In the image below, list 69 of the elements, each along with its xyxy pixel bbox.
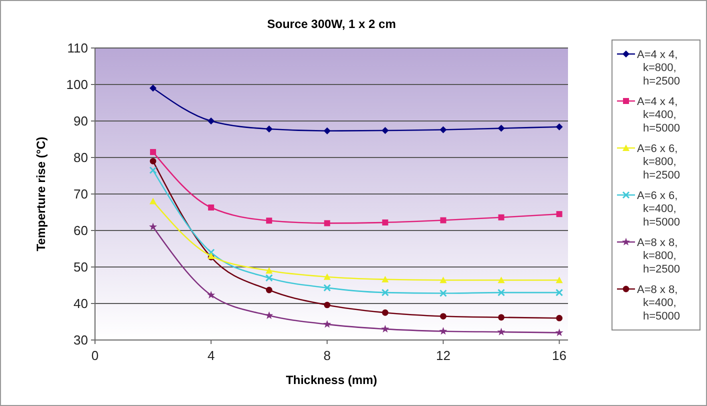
point — [381, 324, 390, 332]
point — [498, 276, 505, 284]
point — [382, 219, 388, 226]
point — [323, 320, 332, 328]
point — [324, 220, 330, 226]
x-axis-title: Thickness (mm) — [286, 373, 378, 387]
x-tick-label: 0 — [91, 348, 99, 363]
point — [381, 288, 389, 296]
point — [440, 276, 447, 284]
point — [498, 314, 504, 321]
point — [324, 127, 331, 134]
point — [266, 286, 272, 294]
x-tick-label: 4 — [207, 348, 215, 363]
point — [440, 126, 447, 134]
x-tick-label: 8 — [324, 348, 331, 363]
point — [556, 314, 562, 322]
point — [150, 149, 156, 156]
legend-label: A=6 x 6, k=400, h=5000 — [637, 190, 680, 228]
y-tick-label: 90 — [74, 114, 88, 129]
point — [149, 166, 157, 174]
point — [382, 309, 388, 316]
point — [440, 217, 446, 224]
x-tick-label: 12 — [436, 348, 450, 363]
y-axis-title: Temperture rise (°C) — [34, 136, 48, 252]
point — [556, 211, 562, 218]
point — [498, 214, 504, 220]
point — [208, 118, 215, 124]
y-tick-label: 70 — [74, 186, 88, 202]
y-tick-label: 100 — [66, 77, 88, 92]
point — [266, 126, 273, 133]
legend-label: A=8 x 8, k=800, h=2500 — [637, 236, 680, 276]
x-tick-label: 16 — [552, 348, 567, 363]
point — [208, 204, 214, 211]
point — [439, 327, 448, 335]
y-tick-label: 110 — [67, 40, 88, 56]
point — [498, 288, 506, 296]
point — [556, 288, 564, 296]
point — [498, 124, 505, 132]
point — [324, 302, 330, 308]
legend-label: A=4 x 4, k=800, h=2500 — [637, 48, 680, 88]
y-tick-label: 30 — [74, 332, 88, 348]
point — [556, 276, 563, 284]
point — [439, 290, 447, 298]
point — [497, 328, 506, 336]
point — [265, 311, 274, 319]
y-tick-label: 40 — [74, 296, 88, 312]
point — [323, 284, 331, 292]
y-tick-label: 60 — [74, 223, 88, 238]
point — [324, 273, 331, 280]
point — [555, 328, 564, 336]
point — [207, 248, 215, 256]
point — [149, 222, 158, 230]
legend-label: A=8 x 8, k=400, h=5000 — [637, 284, 680, 322]
chart-title: Source 300W, 1 x 2 cm — [267, 17, 396, 31]
point — [150, 198, 157, 204]
point — [382, 276, 389, 282]
y-tick-label: 80 — [74, 150, 88, 166]
legend-label: A=6 x 6, k=800, h=2500 — [637, 142, 680, 182]
point — [556, 123, 563, 130]
point — [382, 126, 389, 134]
point — [265, 274, 273, 282]
point — [150, 84, 157, 92]
point — [266, 267, 273, 274]
point — [207, 290, 216, 299]
legend-label: A=4 x 4, k=400, h=5000 — [637, 96, 680, 134]
point — [266, 218, 272, 224]
y-tick-label: 50 — [74, 260, 88, 275]
point — [440, 313, 446, 320]
point — [150, 158, 156, 164]
